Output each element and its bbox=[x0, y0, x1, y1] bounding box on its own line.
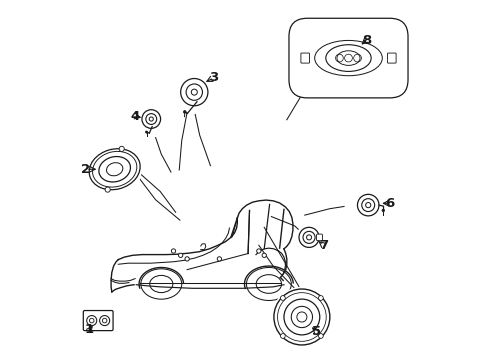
Circle shape bbox=[318, 334, 323, 338]
Text: 4: 4 bbox=[130, 110, 140, 123]
Circle shape bbox=[280, 334, 285, 338]
Circle shape bbox=[171, 249, 175, 253]
Circle shape bbox=[172, 70, 216, 114]
Circle shape bbox=[280, 296, 285, 300]
Circle shape bbox=[381, 209, 384, 212]
Text: 2: 2 bbox=[81, 163, 90, 176]
Circle shape bbox=[256, 249, 261, 253]
Text: 5: 5 bbox=[311, 325, 320, 338]
Circle shape bbox=[318, 296, 323, 300]
Circle shape bbox=[271, 287, 331, 347]
Circle shape bbox=[145, 131, 147, 133]
Text: 6: 6 bbox=[385, 197, 393, 210]
Text: 1: 1 bbox=[85, 323, 94, 336]
Circle shape bbox=[295, 224, 322, 251]
Circle shape bbox=[105, 187, 110, 192]
Circle shape bbox=[183, 111, 186, 113]
Circle shape bbox=[184, 257, 189, 261]
FancyBboxPatch shape bbox=[386, 53, 395, 63]
Circle shape bbox=[87, 142, 142, 196]
Circle shape bbox=[119, 146, 124, 152]
FancyBboxPatch shape bbox=[316, 234, 322, 241]
Circle shape bbox=[217, 257, 221, 261]
FancyBboxPatch shape bbox=[288, 18, 407, 98]
Circle shape bbox=[262, 253, 266, 257]
Circle shape bbox=[178, 253, 183, 257]
Text: 8: 8 bbox=[361, 33, 370, 47]
Circle shape bbox=[132, 100, 169, 138]
Text: 7: 7 bbox=[318, 239, 327, 252]
FancyBboxPatch shape bbox=[300, 53, 309, 63]
FancyBboxPatch shape bbox=[83, 311, 113, 330]
Text: 3: 3 bbox=[209, 71, 218, 84]
Circle shape bbox=[344, 181, 391, 229]
